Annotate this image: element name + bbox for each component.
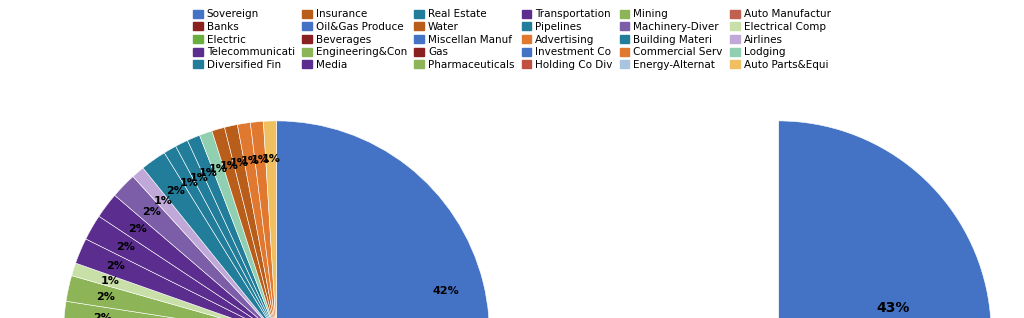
Text: 1%: 1% [219, 161, 239, 171]
Text: 1%: 1% [229, 158, 249, 168]
Text: 1%: 1% [100, 276, 120, 286]
Text: 2%: 2% [128, 224, 146, 234]
Wedge shape [63, 301, 276, 318]
Text: 2%: 2% [166, 186, 185, 196]
Wedge shape [115, 176, 276, 318]
Text: 42%: 42% [432, 286, 459, 296]
Wedge shape [212, 127, 276, 318]
Wedge shape [99, 195, 276, 318]
Wedge shape [133, 168, 276, 318]
Text: 1%: 1% [251, 155, 269, 165]
Wedge shape [200, 131, 276, 318]
Text: 1%: 1% [154, 196, 172, 206]
Text: 1%: 1% [199, 168, 218, 178]
Wedge shape [276, 121, 489, 318]
Text: 2%: 2% [93, 313, 112, 318]
Text: 2%: 2% [106, 261, 125, 271]
Wedge shape [76, 239, 276, 318]
Wedge shape [778, 121, 991, 318]
Wedge shape [176, 141, 276, 318]
Wedge shape [238, 122, 276, 318]
Text: 1%: 1% [189, 173, 208, 183]
Wedge shape [66, 276, 276, 318]
Text: 43%: 43% [876, 301, 909, 315]
Text: 1%: 1% [209, 164, 228, 174]
Text: 2%: 2% [116, 242, 135, 252]
Wedge shape [72, 263, 276, 318]
Text: 1%: 1% [180, 178, 199, 188]
Wedge shape [565, 121, 869, 318]
Legend: Sovereign, Banks, Electric, Telecommunicati, Diversified Fin, Insurance, Oil&Gas: Sovereign, Banks, Electric, Telecommunic… [189, 5, 835, 74]
Text: 2%: 2% [96, 292, 116, 301]
Wedge shape [187, 135, 276, 318]
Text: 2%: 2% [141, 207, 161, 217]
Wedge shape [165, 146, 276, 318]
Wedge shape [143, 153, 276, 318]
Text: 1%: 1% [262, 154, 281, 164]
Text: 1%: 1% [241, 156, 259, 166]
Wedge shape [86, 216, 276, 318]
Wedge shape [224, 125, 276, 318]
Wedge shape [250, 121, 276, 318]
Wedge shape [263, 121, 276, 318]
